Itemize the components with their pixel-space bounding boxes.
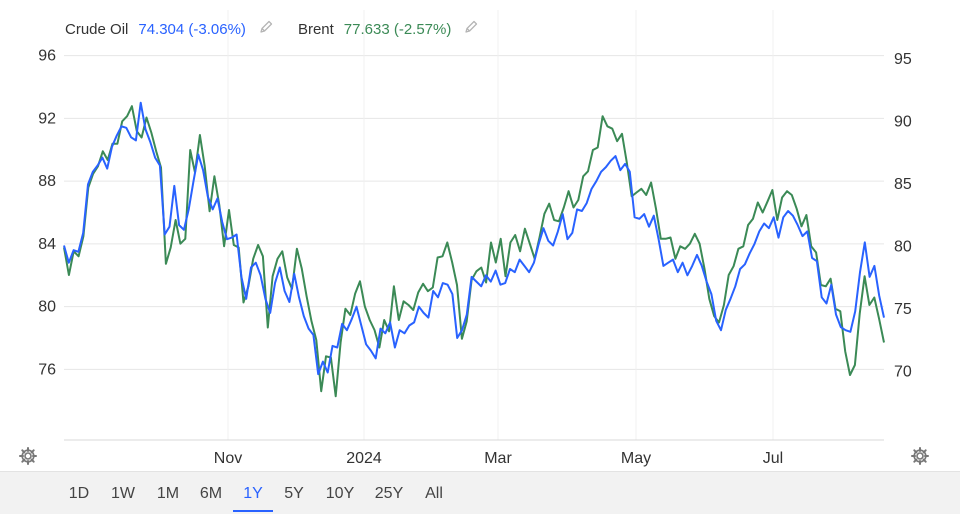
brent-series-line[interactable] [63, 105, 885, 398]
y-left-tick-label: 76 [38, 361, 56, 378]
range-1m-button[interactable]: 1M [156, 485, 180, 502]
x-tick-label: May [621, 450, 651, 467]
y-left-tick-label: 92 [38, 110, 56, 127]
chart-grid [64, 10, 884, 440]
range-all-button[interactable]: All [425, 485, 443, 502]
range-1w-button[interactable]: 1W [111, 485, 135, 502]
gear-icon[interactable] [910, 446, 930, 466]
pencil-icon[interactable] [258, 19, 274, 39]
y-axis-right: 95 90 85 80 75 70 [894, 51, 912, 381]
legend-crude-value: 74.304 (-3.06%) [138, 20, 246, 38]
y-right-tick-label: 75 [894, 301, 912, 318]
y-right-tick-label: 95 [894, 51, 912, 68]
range-10y-button[interactable]: 10Y [325, 485, 355, 502]
y-right-tick-label: 80 [894, 238, 912, 255]
range-6m-button[interactable]: 6M [199, 485, 223, 502]
range-1d-button[interactable]: 1D [68, 485, 90, 502]
x-tick-label: Jul [763, 450, 783, 467]
crude-oil-series-line[interactable] [63, 101, 885, 376]
range-1y-button[interactable]: 1Y [233, 472, 273, 512]
range-selector: 1D 1W 1M 6M 1Y 5Y 10Y 25Y All [0, 471, 960, 514]
x-tick-label: Nov [214, 450, 242, 467]
x-axis: Nov 2024 Mar May Jul [214, 450, 783, 467]
x-tick-label: Mar [484, 450, 512, 467]
y-left-tick-label: 80 [38, 299, 56, 316]
series-layer [63, 101, 885, 398]
legend-brent-name[interactable]: Brent [297, 20, 334, 38]
chart-legend: Crude Oil 74.304 (-3.06%) Brent 77.633 (… [65, 19, 497, 39]
price-chart[interactable]: 96 92 88 84 80 76 95 90 85 80 75 70 Nov 2024 Mar May J… [0, 0, 960, 470]
range-25y-button[interactable]: 25Y [374, 485, 404, 502]
x-tick-label: 2024 [346, 450, 382, 467]
gear-icon[interactable] [18, 446, 38, 466]
y-axis-left: 96 92 88 84 80 76 [38, 48, 56, 379]
legend-brent-value: 77.633 (-2.57%) [343, 20, 452, 38]
pencil-icon[interactable] [463, 19, 479, 39]
y-right-tick-label: 85 [894, 176, 912, 193]
y-left-tick-label: 96 [38, 48, 56, 65]
y-right-tick-label: 90 [894, 113, 912, 130]
y-left-tick-label: 88 [38, 173, 56, 190]
y-left-tick-label: 84 [38, 236, 56, 253]
legend-crude-name[interactable]: Crude Oil [65, 20, 129, 38]
range-5y-button[interactable]: 5Y [284, 485, 304, 502]
y-right-tick-label: 70 [894, 363, 912, 380]
